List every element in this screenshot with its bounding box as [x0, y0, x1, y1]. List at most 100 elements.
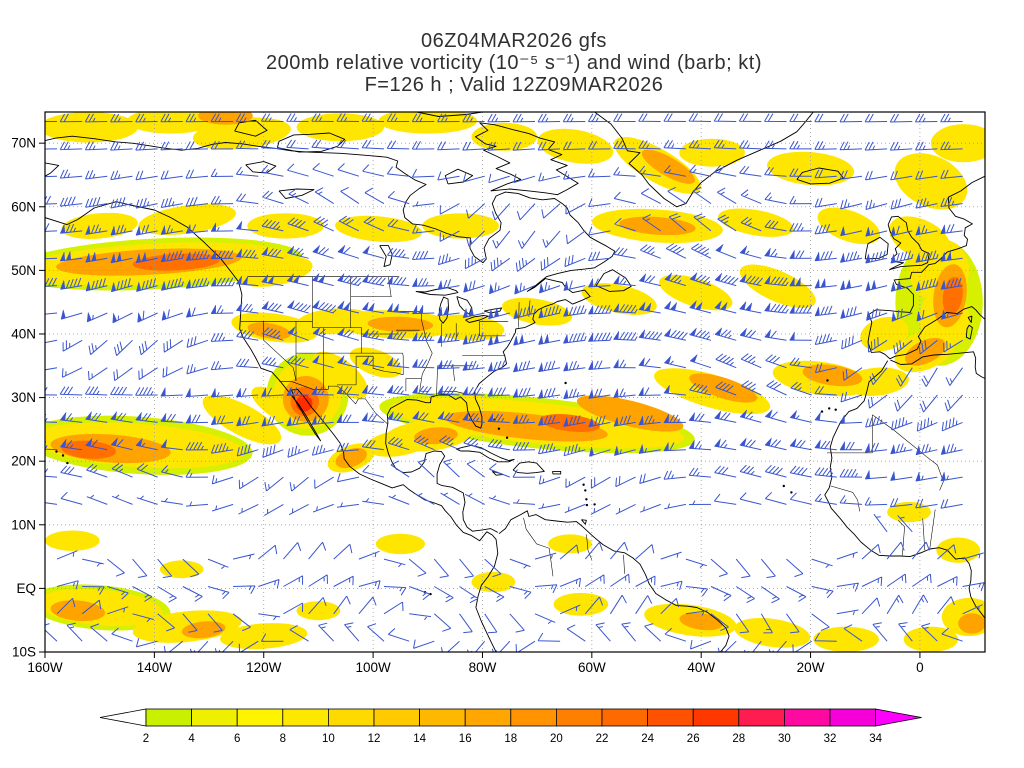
coastline-path: [415, 287, 459, 296]
coastline-path: [552, 470, 562, 475]
colorbar-bin: [282, 708, 329, 727]
colorbar-label: 22: [596, 733, 609, 745]
vorticity-region: [817, 207, 881, 245]
x-tick-label: 160W: [27, 660, 63, 675]
coastline-path: [581, 519, 587, 525]
vorticity-region: [45, 530, 100, 551]
colorbar-bin: [419, 708, 466, 727]
colorbar-bin: [464, 708, 512, 727]
coastline-path: [498, 510, 730, 652]
colorbar-label: 24: [641, 733, 654, 745]
island-dot: [66, 461, 69, 465]
coastline-path: [416, 112, 483, 117]
x-tick-label: 20W: [797, 660, 825, 675]
island-dot: [505, 436, 509, 439]
colorbar-bin: [601, 708, 648, 727]
border-path: [402, 353, 404, 375]
y-tick-label: EQ: [16, 581, 36, 596]
colorbar-label: 34: [869, 733, 882, 745]
colorbar-arrow-end: [875, 708, 922, 727]
wind-barb-pennants: [45, 220, 952, 482]
border-path: [419, 311, 433, 392]
vorticity-region: [422, 213, 499, 239]
y-tick-label: 10S: [12, 645, 36, 660]
coastline-path: [890, 351, 985, 379]
border-path: [857, 499, 861, 512]
vorticity-region: [45, 112, 138, 143]
coastline-path: [45, 201, 499, 652]
y-tick-label: 50N: [11, 263, 36, 278]
coastline-path: [456, 444, 515, 463]
y-tick-label: 10N: [11, 517, 36, 532]
coastline-path: [234, 119, 268, 137]
border-path: [872, 414, 938, 466]
colorbar-label: 28: [732, 733, 745, 745]
border-path: [523, 517, 554, 577]
vorticity-region: [903, 626, 959, 652]
island-dot: [820, 410, 824, 413]
coastline-path: [796, 167, 844, 185]
vorticity-region: [889, 216, 951, 261]
colorbar-bin: [236, 708, 284, 727]
vorticity-region: [936, 537, 981, 563]
border-path: [897, 520, 905, 556]
vorticity-region: [537, 128, 614, 164]
coastline-path: [967, 315, 973, 323]
vorticity-region: [894, 153, 968, 210]
border-path: [263, 340, 294, 368]
vorticity-region: [349, 347, 402, 378]
island-dot: [828, 407, 831, 410]
vorticity-region: [296, 601, 341, 621]
coastline-path: [595, 269, 632, 292]
x-tick-label: 140W: [137, 660, 173, 675]
colorbar: 2 4 6 8 10 12 14 16 18 20 22 24 26 28 30 32 34: [99, 708, 922, 745]
vorticity-region: [138, 204, 236, 235]
coastline-path: [456, 296, 472, 315]
border-path: [929, 509, 936, 549]
coastline-path: [45, 162, 60, 177]
vorticity-region: [471, 571, 516, 593]
vorticity-region: [679, 612, 723, 631]
vorticity-region: [718, 208, 794, 237]
coastline-path: [45, 135, 616, 533]
vorticity-region: [689, 373, 758, 403]
colorbar-bin: [738, 708, 785, 727]
colorbar-label: 8: [280, 733, 286, 745]
x-tick-label: 40W: [687, 660, 715, 675]
island-dot: [564, 381, 567, 385]
island-dot: [585, 498, 588, 501]
colorbar-label: 32: [824, 733, 837, 745]
border-path: [937, 464, 944, 491]
vorticity-region: [202, 395, 282, 445]
x-tick-label: 0: [916, 660, 924, 675]
field-title: 200mb relative vorticity (10⁻⁵ s⁻¹) and …: [266, 52, 762, 74]
island-dot: [593, 503, 596, 506]
island-dot: [55, 450, 58, 453]
colorbar-bin: [829, 708, 876, 727]
map-frame-layer: [44, 111, 986, 653]
colorbar-bin: [647, 708, 694, 727]
colorbar-bin: [510, 708, 557, 727]
vorticity-region: [236, 256, 313, 287]
colorbar-label: 30: [778, 733, 791, 745]
vorticity-region: [802, 364, 863, 387]
y-tick-label: 60N: [11, 199, 36, 214]
colorbar-label: 18: [504, 733, 517, 745]
border-path: [293, 367, 297, 382]
x-tick-label: 80W: [469, 660, 497, 675]
vorticity-region: [61, 440, 116, 459]
colorbar-bin: [327, 708, 375, 727]
x-tick-label: 60W: [578, 660, 606, 675]
vorticity-region: [679, 138, 745, 167]
vorticity-region: [132, 253, 220, 271]
coastline-path: [245, 161, 277, 174]
y-tick-label: 70N: [11, 136, 36, 151]
colorbar-label: 10: [322, 733, 335, 745]
vorticity-region: [619, 216, 696, 236]
coastline-path: [465, 315, 489, 323]
border-path: [518, 302, 520, 328]
vorticity-region: [930, 124, 985, 163]
vorticity-region: [904, 337, 946, 366]
colorbar-label: 4: [188, 733, 195, 745]
